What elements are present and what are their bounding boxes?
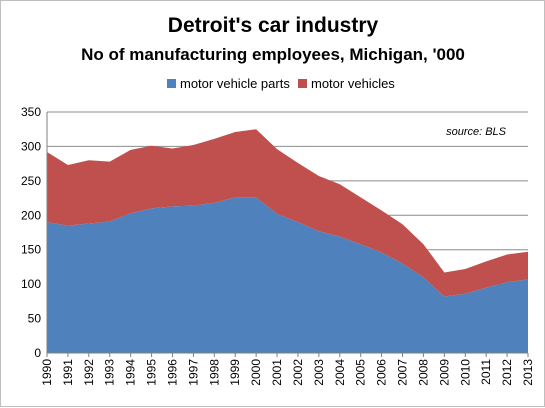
x-tick-label: 2003 bbox=[312, 359, 326, 386]
y-tick-label: 300 bbox=[21, 139, 41, 153]
plot-areas bbox=[47, 129, 528, 353]
x-tick-label: 2002 bbox=[291, 359, 305, 386]
legend: motor vehicle parts motor vehicles bbox=[167, 76, 395, 91]
y-tick-label: 0 bbox=[34, 346, 41, 360]
x-tick-label: 2012 bbox=[500, 359, 514, 386]
x-tick-label: 1993 bbox=[103, 359, 117, 386]
x-tick-label: 2005 bbox=[354, 359, 368, 386]
x-tick-label: 2000 bbox=[249, 359, 263, 386]
x-tick-label: 1992 bbox=[82, 359, 96, 386]
legend-label: motor vehicles bbox=[311, 76, 395, 91]
x-tick-label: 2001 bbox=[270, 359, 284, 386]
x-tick-label: 2009 bbox=[437, 359, 451, 386]
x-tick-label: 1998 bbox=[207, 359, 221, 386]
y-tick-label: 150 bbox=[21, 243, 41, 257]
legend-swatch bbox=[167, 79, 176, 88]
x-tick-label: 2008 bbox=[416, 359, 430, 386]
x-tick-label: 1995 bbox=[145, 359, 159, 386]
axes: 0 50 100 150 200 250 300 350 1990 1991 1992 1993 199… bbox=[21, 105, 535, 386]
source-note: source: BLS bbox=[446, 126, 507, 138]
x-tick-label: 1999 bbox=[228, 359, 242, 386]
y-tick-label: 350 bbox=[21, 105, 41, 119]
y-tick-label: 50 bbox=[28, 312, 42, 326]
y-tick-label: 100 bbox=[21, 277, 41, 291]
chart-title: Detroit's car industry bbox=[168, 14, 379, 37]
x-tick-label: 2010 bbox=[458, 359, 472, 386]
y-tick-label: 200 bbox=[21, 208, 41, 222]
y-tick-label: 250 bbox=[21, 174, 41, 188]
x-tick-label: 2006 bbox=[375, 359, 389, 386]
x-tick-label: 2013 bbox=[521, 359, 535, 386]
x-tick-label: 1996 bbox=[165, 359, 179, 386]
x-tick-label: 1997 bbox=[186, 359, 200, 386]
x-tick-label: 1994 bbox=[124, 359, 138, 386]
area-series-motor-vehicle-parts bbox=[47, 197, 528, 353]
x-tick-label: 1990 bbox=[40, 359, 54, 386]
x-tick-label: 2004 bbox=[333, 359, 347, 386]
x-tick-label: 2007 bbox=[396, 359, 410, 386]
x-tick-label: 1991 bbox=[61, 359, 75, 386]
chart-subtitle: No of manufacturing employees, Michigan,… bbox=[81, 45, 465, 64]
legend-label: motor vehicle parts bbox=[180, 76, 290, 91]
area-series-motor-vehicles bbox=[47, 129, 528, 297]
legend-swatch bbox=[298, 79, 307, 88]
x-tick-label: 2011 bbox=[479, 359, 493, 385]
